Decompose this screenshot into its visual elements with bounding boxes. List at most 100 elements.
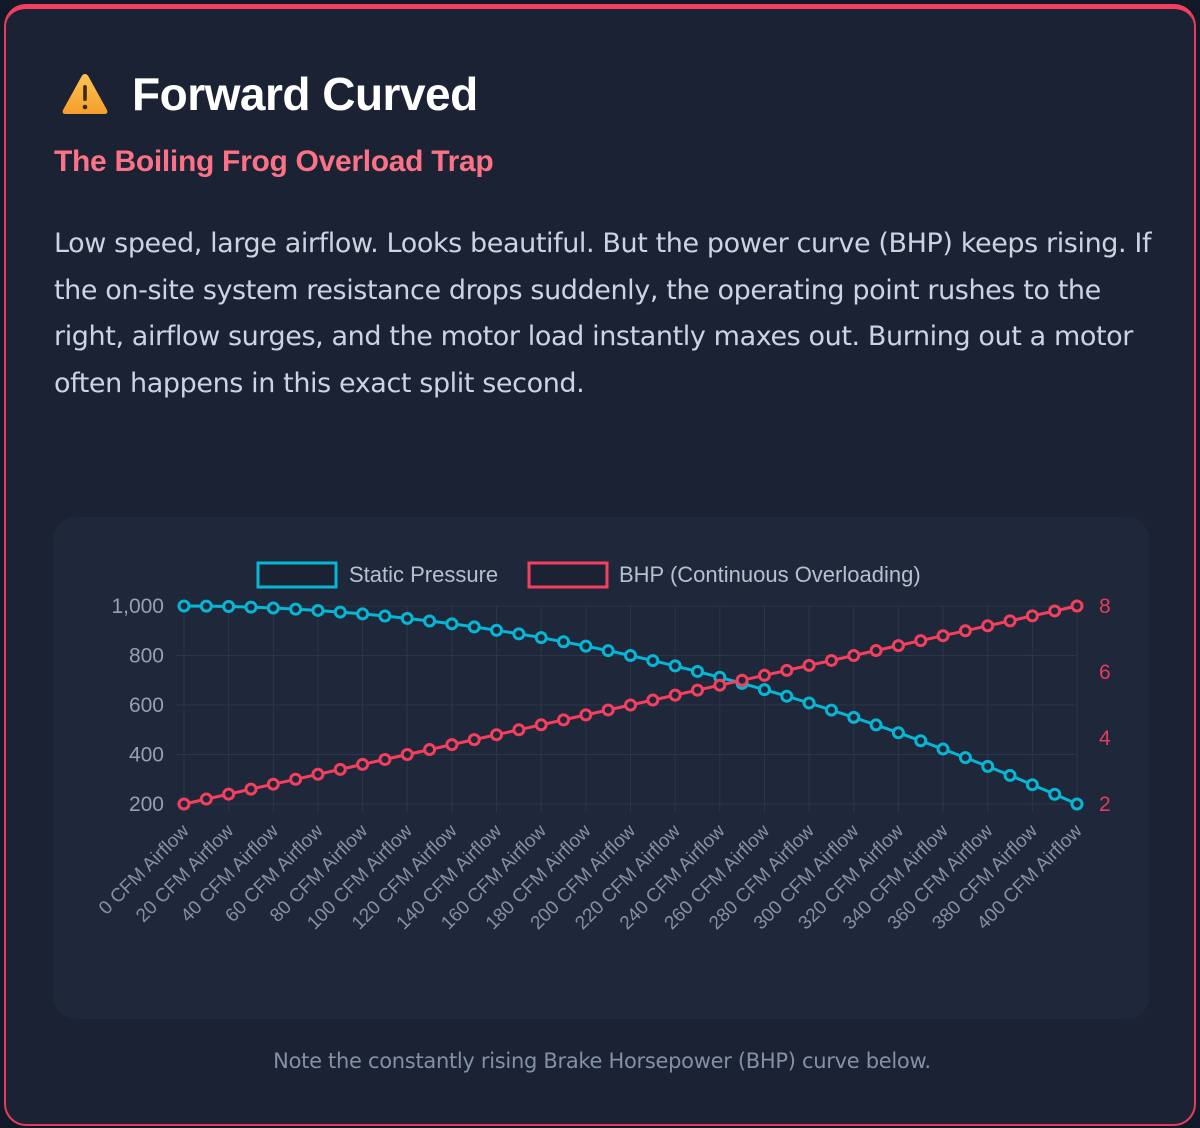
data-point [1003,768,1017,782]
data-point [266,777,280,791]
y-right-tick-label: 4 [1099,727,1111,750]
data-point [936,742,950,756]
y-left-tick-label: 200 [129,793,164,816]
data-point [311,603,325,617]
y-left-tick-label: 600 [129,694,164,717]
data-point [311,767,325,781]
chart-note: Note the constantly rising Brake Horsepo… [273,1049,931,1073]
data-point [445,617,459,631]
data-point [557,635,571,649]
data-point [690,683,704,697]
data-point [1048,604,1062,618]
y-left-tick-label: 800 [129,645,164,668]
data-point [333,762,347,776]
data-point [445,738,459,752]
data-point [624,698,637,712]
data-point [400,611,414,625]
data-point [199,599,213,613]
legend-label-static-pressure[interactable]: Static Pressure [349,562,498,587]
data-point [1048,787,1062,801]
data-point [1003,614,1017,628]
data-point [199,792,213,806]
data-point [601,703,615,717]
data-point [1070,797,1084,811]
fan-type-card: Forward Curved The Boiling Frog Overload… [4,4,1196,1126]
data-point [668,688,682,702]
data-point [244,782,258,796]
y-right-tick-label: 6 [1099,661,1111,684]
y-left-tick-label: 400 [129,744,164,767]
data-point [557,713,571,727]
data-point [423,743,437,757]
card-title: Forward Curved [132,68,478,120]
data-point [847,649,861,662]
y-right-tick-label: 8 [1099,595,1111,618]
data-point [289,602,303,616]
data-point [981,619,995,633]
data-point [579,708,593,722]
data-point [467,733,481,747]
data-point [757,668,771,682]
legend-label-bhp[interactable]: BHP (Continuous Overloading) [619,562,921,587]
data-point [958,751,972,765]
data-point [690,664,704,678]
card-header: Forward Curved [60,67,478,121]
data-point [802,658,816,672]
card-description: Low speed, large airflow. Looks beautifu… [54,228,1152,399]
data-point [780,663,794,677]
data-point [579,639,593,653]
warning-icon [62,74,108,114]
data-point [222,599,236,613]
data-point [914,634,928,648]
data-point [490,623,504,637]
legend-swatch-static-pressure [256,561,338,589]
data-point [914,734,928,748]
data-point [534,631,548,645]
data-point [936,629,950,643]
data-point [713,678,727,692]
data-point [891,639,905,653]
data-point [289,772,303,786]
data-point [824,703,838,717]
y-left-tick-label: 1,000 [111,595,164,618]
data-point [981,759,995,773]
data-point [624,649,637,662]
data-point [512,723,526,737]
data-point [757,683,771,697]
data-point [222,787,236,801]
legend-swatch-bhp [527,561,609,589]
data-point [1025,609,1039,623]
card-subtitle: The Boiling Frog Overload Trap [54,145,494,178]
data-point [356,607,370,621]
data-point [378,609,392,623]
data-point [735,673,749,687]
data-point [1070,599,1084,613]
y-right-tick-label: 2 [1099,793,1111,816]
data-point [512,627,526,641]
data-point [378,752,392,766]
data-point [646,654,660,668]
data-point [601,644,615,658]
data-point [869,718,883,732]
data-point [646,693,660,707]
data-point [802,696,816,710]
data-point [177,599,191,613]
data-point [869,644,883,658]
data-point [244,600,258,614]
data-point [266,601,280,615]
data-point [177,797,191,811]
data-point [780,689,794,703]
data-point [423,614,437,628]
data-point [1025,778,1039,792]
data-point [467,620,481,634]
data-point [333,605,347,619]
data-point [824,653,838,667]
data-point [847,710,861,724]
data-point [668,659,682,673]
data-point [891,726,905,740]
data-point [356,757,370,771]
data-point [958,624,972,638]
data-point [400,748,414,761]
data-point [490,728,504,742]
